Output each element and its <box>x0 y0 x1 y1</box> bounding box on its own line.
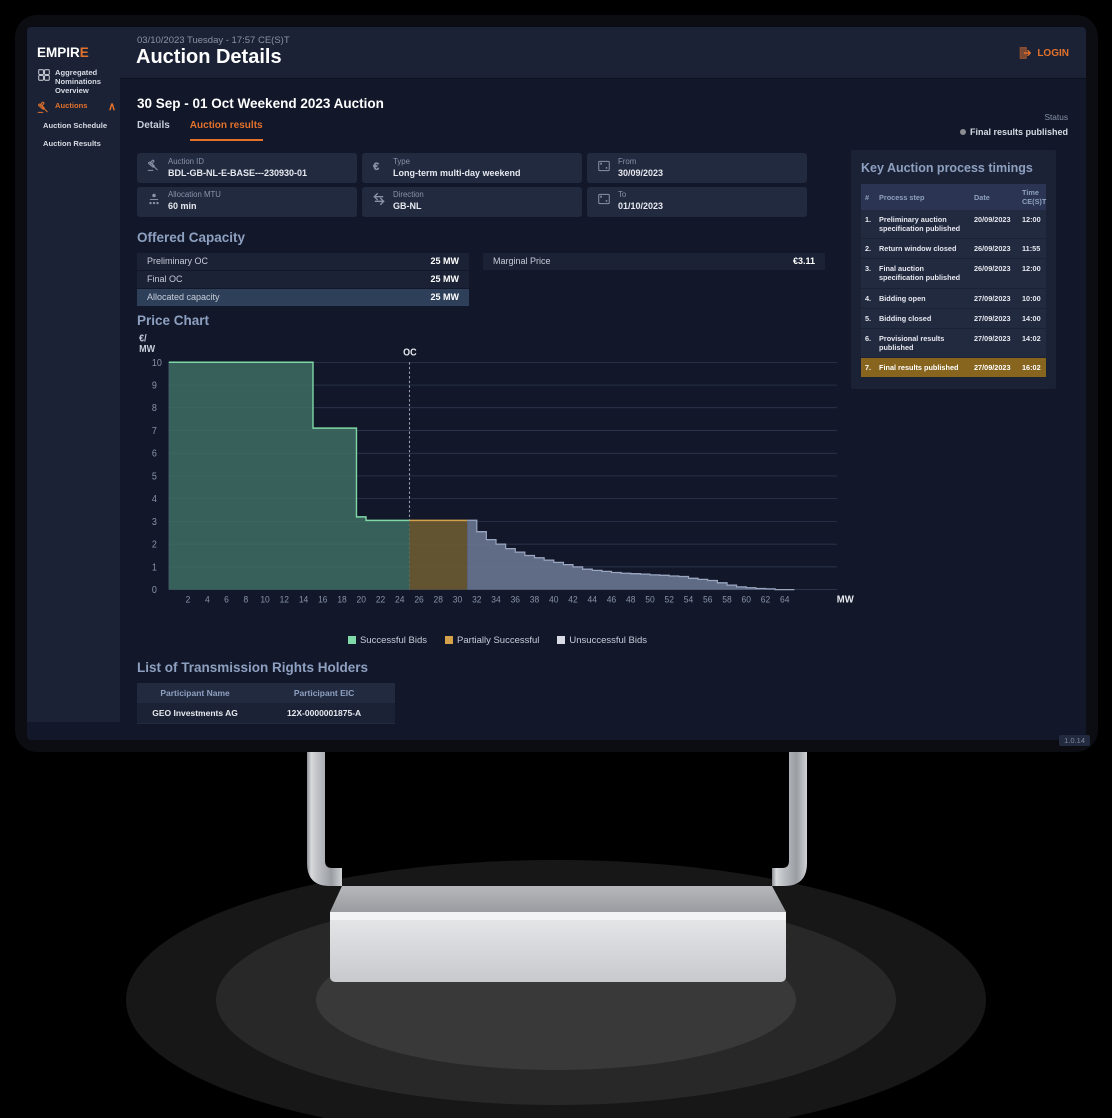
svg-text:58: 58 <box>722 594 731 604</box>
svg-text:10: 10 <box>260 594 269 604</box>
svg-text:6: 6 <box>152 447 157 458</box>
svg-text:30: 30 <box>453 594 462 604</box>
svg-text:34: 34 <box>491 594 500 604</box>
svg-text:64: 64 <box>780 594 789 604</box>
svg-text:44: 44 <box>588 594 597 604</box>
svg-text:6: 6 <box>224 594 229 604</box>
svg-text:9: 9 <box>152 379 157 390</box>
svg-text:8: 8 <box>243 594 248 604</box>
svg-text:5: 5 <box>152 470 157 481</box>
svg-text:52: 52 <box>665 594 674 604</box>
svg-text:22: 22 <box>376 594 385 604</box>
svg-text:38: 38 <box>530 594 539 604</box>
svg-text:32: 32 <box>472 594 481 604</box>
svg-text:8: 8 <box>152 401 157 412</box>
svg-text:40: 40 <box>549 594 558 604</box>
svg-text:50: 50 <box>645 594 654 604</box>
svg-text:1: 1 <box>152 561 157 572</box>
svg-text:0: 0 <box>152 583 157 594</box>
svg-text:26: 26 <box>414 594 423 604</box>
svg-text:2: 2 <box>152 538 157 549</box>
svg-text:20: 20 <box>357 594 366 604</box>
svg-text:€: € <box>373 161 379 173</box>
svg-text:36: 36 <box>511 594 520 604</box>
svg-text:54: 54 <box>684 594 693 604</box>
svg-text:46: 46 <box>607 594 616 604</box>
svg-text:MW: MW <box>139 342 155 353</box>
svg-text:3: 3 <box>152 515 157 526</box>
svg-text:28: 28 <box>434 594 443 604</box>
svg-text:16: 16 <box>318 594 327 604</box>
svg-text:60: 60 <box>742 594 751 604</box>
svg-text:7: 7 <box>152 424 157 435</box>
svg-text:56: 56 <box>703 594 712 604</box>
svg-text:62: 62 <box>761 594 770 604</box>
svg-text:42: 42 <box>568 594 577 604</box>
svg-text:4: 4 <box>205 594 210 604</box>
svg-text:10: 10 <box>152 356 162 367</box>
svg-text:2: 2 <box>186 594 191 604</box>
svg-text:18: 18 <box>337 594 346 604</box>
svg-text:24: 24 <box>395 594 404 604</box>
svg-text:12: 12 <box>280 594 289 604</box>
svg-text:14: 14 <box>299 594 308 604</box>
svg-text:48: 48 <box>626 594 635 604</box>
svg-text:OC: OC <box>403 346 417 357</box>
svg-text:4: 4 <box>152 492 157 503</box>
